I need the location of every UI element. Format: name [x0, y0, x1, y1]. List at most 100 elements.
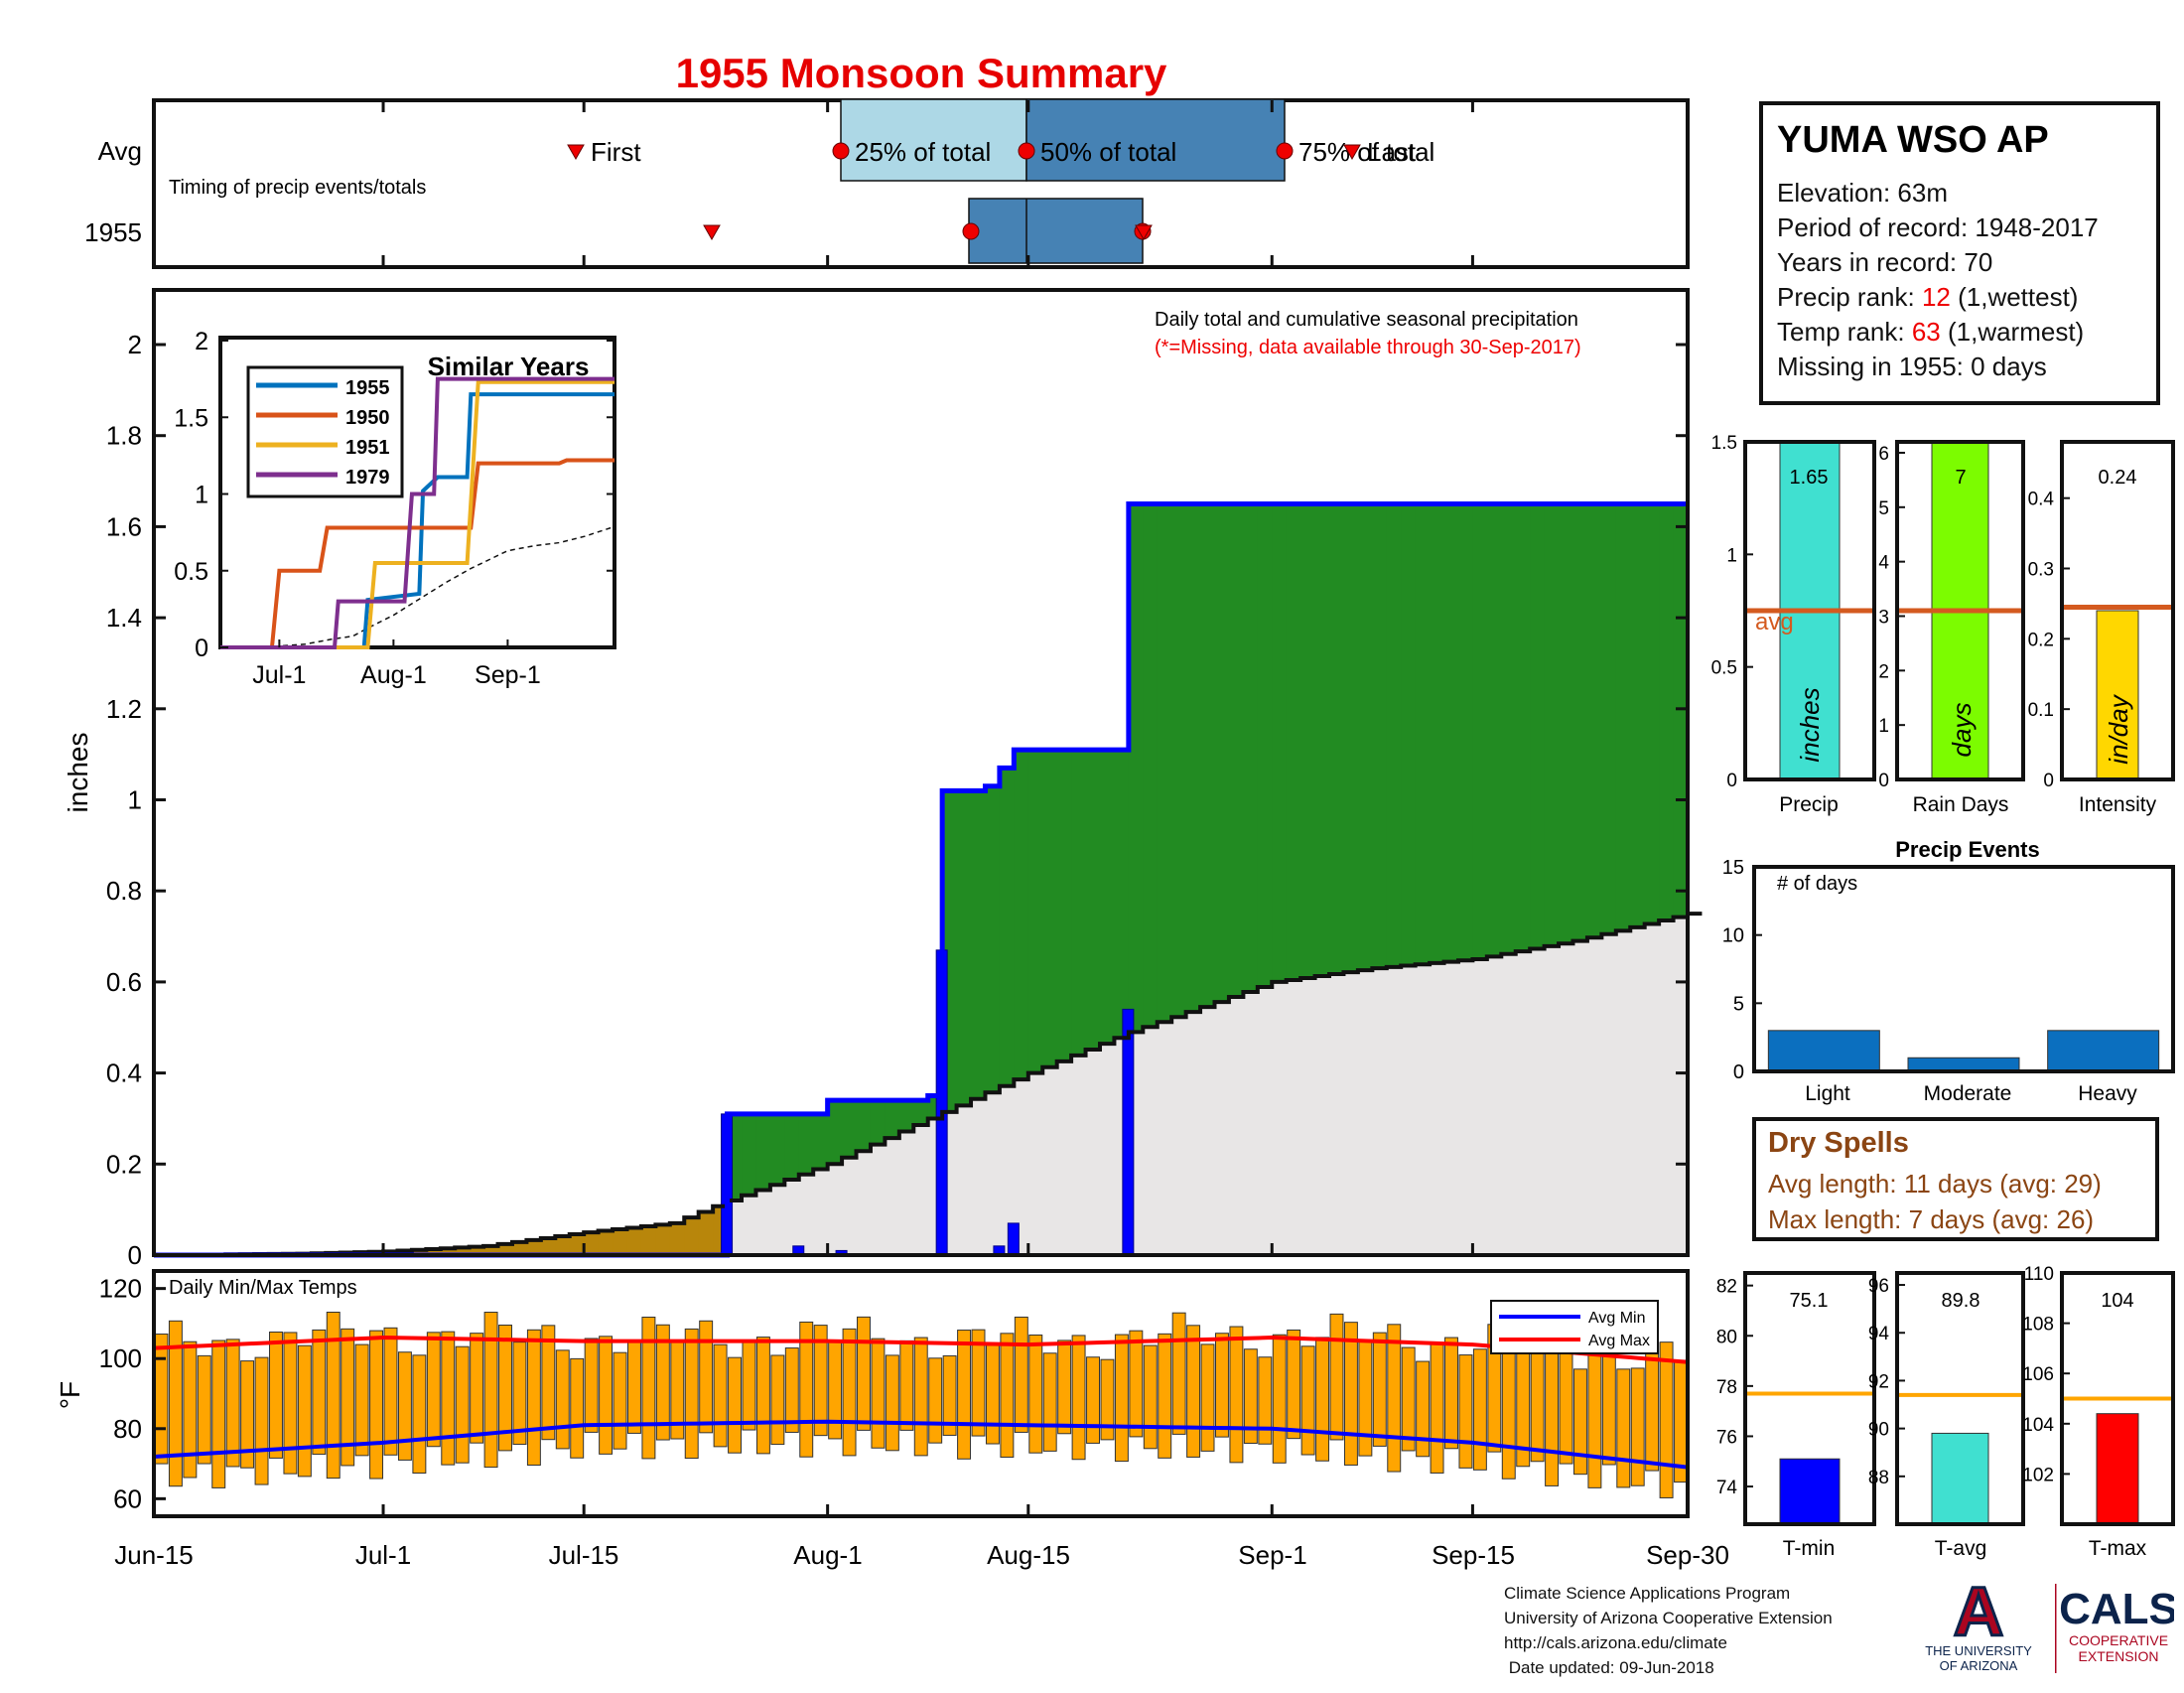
intensity-unit-label: in/day — [2104, 693, 2133, 764]
daily-temp-bar — [212, 1340, 225, 1487]
precip-value-label: 1.65 — [1790, 467, 1829, 489]
avg-fill — [1186, 1012, 1201, 1255]
tavg-y-tick-label: 96 — [1868, 1276, 1889, 1297]
x-tick-aug15: Aug-15 — [987, 1540, 1070, 1570]
daily-temp-bar — [714, 1344, 727, 1447]
1955-q25-marker — [963, 223, 979, 239]
main-y-tick-label: 0 — [128, 1240, 142, 1270]
tmin-y-tick-label: 74 — [1716, 1478, 1738, 1498]
university-of-arizona-logo: A THE UNIVERSITY OF ARIZONA — [1914, 1574, 2043, 1673]
avg-fill — [1458, 960, 1473, 1255]
surplus-fill — [1028, 750, 1043, 1073]
avg-fill — [985, 1092, 1000, 1255]
surplus-fill — [1572, 503, 1587, 940]
deficit-fill — [555, 1236, 570, 1255]
daily-temp-bar — [685, 1329, 698, 1458]
station-years: Years in record: 70 — [1777, 245, 2142, 280]
daily-temp-bar — [1431, 1343, 1443, 1474]
tmax-y-tick-label: 102 — [2022, 1465, 2054, 1485]
avg-fill — [1100, 1044, 1115, 1255]
daily-temp-bar — [1216, 1334, 1229, 1437]
cals-logo-sub-1: COOPERATIVE — [2069, 1632, 2168, 1648]
avg-fill — [1086, 1050, 1101, 1255]
surplus-fill — [1530, 503, 1545, 948]
1955-q25-q75-box — [969, 199, 1143, 263]
daily-temp-bar — [1359, 1341, 1372, 1456]
daily-temp-bar — [1316, 1338, 1329, 1461]
surplus-fill — [1014, 750, 1028, 1079]
daily-temp-bar — [1588, 1355, 1601, 1488]
temp-rank-prefix: Temp rank: — [1777, 317, 1912, 347]
avg-fill — [1315, 976, 1330, 1255]
surplus-fill — [1000, 768, 1015, 1085]
main-annotation: Daily total and cumulative seasonal prec… — [1155, 309, 1578, 331]
temp-y-tick-label: 120 — [99, 1274, 142, 1304]
daily-temp-bar — [1273, 1335, 1286, 1463]
raindays-y-tick-label: 2 — [1878, 661, 1889, 682]
inset-y-tick-label: 1 — [195, 482, 208, 509]
deficit-fill — [541, 1238, 556, 1255]
daily-temp-bar — [872, 1339, 885, 1448]
avg-q50-marker — [1019, 143, 1034, 159]
season-temp-panels: 75.1 T-min 89.8 T-avg 104 T-max 74767880… — [1716, 1264, 2173, 1560]
inset-y-tick-label: 2 — [195, 328, 208, 355]
daily-temp-bar — [556, 1350, 569, 1449]
daily-temp-bar — [1187, 1326, 1200, 1458]
events-cat-moderate: Moderate — [1924, 1082, 2012, 1105]
daily-temp-bar — [700, 1321, 713, 1433]
surplus-fill — [985, 786, 1000, 1092]
surplus-fill — [1472, 503, 1487, 958]
avg-q75-marker — [1277, 143, 1293, 159]
surplus-fill — [813, 1114, 828, 1170]
avg-fill — [1516, 951, 1531, 1255]
surplus-fill — [1659, 503, 1674, 920]
daily-temp-bar — [1015, 1317, 1027, 1432]
avg-last-label: Last — [1367, 137, 1417, 167]
daily-temp-bar — [184, 1341, 197, 1478]
station-missing: Missing in 1955: 0 days — [1777, 350, 2142, 384]
surplus-fill — [770, 1114, 785, 1185]
avg-fill — [1057, 1061, 1072, 1255]
tavg-bar — [1932, 1433, 1988, 1524]
avg-fill — [755, 1191, 770, 1255]
avg-fill — [1572, 941, 1587, 1255]
raindays-y-tick-label: 5 — [1878, 498, 1889, 519]
raindays-y-tick-label: 1 — [1878, 716, 1889, 737]
main-y-axis-label: inches — [63, 733, 93, 813]
daily-temp-bar — [858, 1317, 871, 1430]
temp-y-axis-label: °F — [55, 1381, 85, 1409]
daily-temp-bar — [327, 1312, 340, 1478]
avg-fill — [1171, 1017, 1186, 1255]
intensity-value-label: 0.24 — [2099, 467, 2137, 489]
temp-y-tick-label: 60 — [113, 1483, 142, 1513]
intensity-y-tick-label: 0.4 — [2028, 490, 2055, 510]
avg-fill — [1358, 970, 1373, 1255]
daily-temp-bar — [1001, 1334, 1014, 1458]
intensity-y-tick-label: 0.3 — [2028, 560, 2054, 581]
cals-logo-text: CALS — [2059, 1585, 2174, 1633]
raindays-unit-label: days — [1947, 703, 1977, 758]
deficit-fill — [570, 1234, 585, 1255]
dry-spells-title: Dry Spells — [1768, 1127, 2143, 1160]
main-y-tick-label: 1.4 — [106, 603, 142, 633]
avg-fill — [1430, 963, 1444, 1255]
daily-temp-bar — [1172, 1313, 1185, 1434]
x-tick-sep1: Sep-1 — [1238, 1540, 1306, 1570]
legend-label-1979: 1979 — [345, 467, 390, 489]
temp-chart-label: Daily Min/Max Temps — [169, 1277, 357, 1299]
raindays-y-tick-label: 4 — [1878, 553, 1889, 574]
surplus-fill — [1616, 503, 1631, 930]
inset-title: Similar Years — [428, 352, 590, 381]
surplus-fill — [1057, 750, 1072, 1061]
daily-temp-bar — [771, 1355, 784, 1445]
surplus-fill — [1645, 503, 1660, 923]
daily-temp-bar — [313, 1330, 326, 1454]
daily-temp-bar — [370, 1331, 383, 1479]
events-y-tick-label: 10 — [1722, 925, 1744, 947]
surplus-fill — [1458, 503, 1473, 960]
avg-fill — [784, 1180, 799, 1255]
tavg-value-label: 89.8 — [1942, 1290, 1980, 1312]
avg-fill — [1143, 1027, 1158, 1255]
daily-temp-bar — [1646, 1342, 1659, 1471]
avg-fill — [1630, 927, 1645, 1255]
